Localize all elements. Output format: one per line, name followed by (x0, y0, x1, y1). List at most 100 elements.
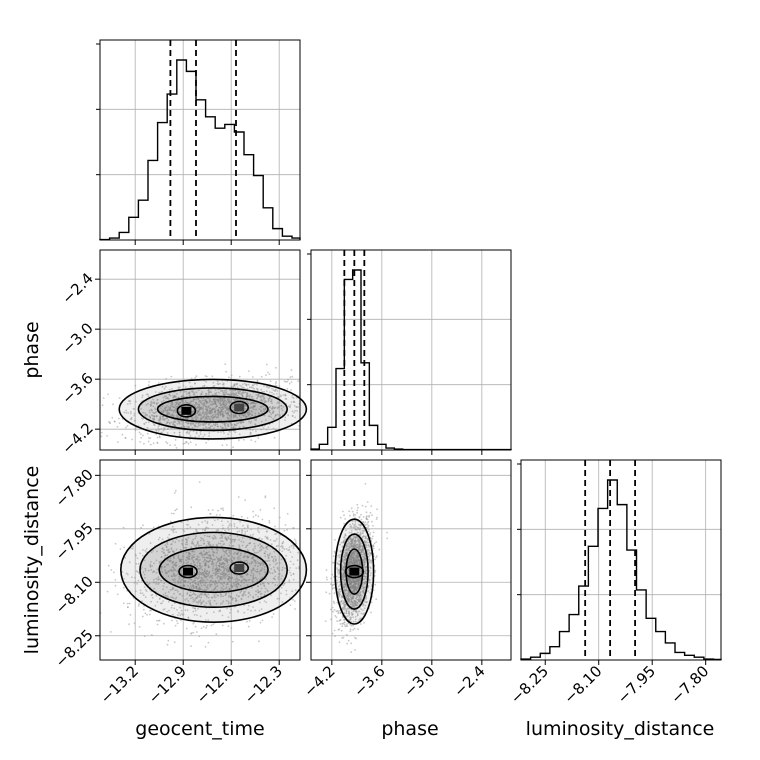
scatter-point (336, 620, 339, 623)
scatter-point (114, 579, 117, 581)
scatter-point (119, 548, 122, 550)
scatter-point (174, 444, 176, 446)
scatter-point (173, 641, 176, 644)
scatter-point (368, 514, 371, 517)
scatter-point (274, 382, 277, 385)
scatter-point (238, 439, 240, 442)
scatter-point (152, 526, 155, 529)
scatter-point (375, 598, 378, 601)
scatter-point (141, 615, 144, 618)
scatter-point (134, 384, 137, 387)
scatter-point (372, 531, 375, 534)
scatter-point (332, 555, 335, 557)
scatter-point (338, 641, 341, 644)
axes-hist-luminosity_distance (520, 459, 722, 661)
scatter-point (170, 512, 173, 515)
scatter-point (238, 375, 241, 378)
scatter-point (274, 525, 276, 528)
scatter-point (250, 439, 253, 441)
scatter-point (376, 516, 378, 519)
scatter-point (134, 427, 137, 430)
scatter-point (265, 363, 268, 366)
scatter-point (351, 510, 354, 513)
scatter-point (147, 440, 150, 443)
scatter-point (211, 425, 214, 427)
scatter-point (100, 435, 103, 438)
scatter-point (232, 514, 235, 517)
scatter-point (369, 533, 371, 536)
scatter-point (171, 619, 173, 622)
scatter-point (367, 530, 370, 533)
scatter-point (206, 624, 208, 627)
scatter-point (214, 406, 217, 409)
scatter-point (174, 489, 177, 492)
scatter-point (334, 539, 336, 541)
scatter-point (122, 586, 125, 589)
scatter-point (252, 510, 255, 513)
scatter-point (162, 396, 165, 399)
scatter-point (130, 411, 132, 413)
scatter-point (113, 420, 116, 423)
scatter-point (285, 380, 287, 383)
scatter-point (219, 514, 221, 516)
scatter-point (356, 509, 359, 512)
scatter-point (333, 609, 336, 611)
scatter-point (140, 526, 143, 529)
scatter-point (122, 602, 125, 605)
scatter-point (146, 432, 149, 435)
scatter-point (207, 641, 210, 644)
scatter-point (138, 431, 141, 434)
scatter-point (341, 625, 344, 628)
scatter-point (232, 446, 235, 449)
scatter-point (375, 518, 378, 520)
scatter-point (162, 399, 165, 402)
scatter-point (237, 422, 240, 424)
scatter-point (349, 630, 352, 633)
scatter-point (175, 620, 178, 622)
scatter-point (179, 407, 182, 410)
scatter-point (207, 509, 210, 511)
scatter-point (162, 622, 165, 625)
scatter-point (215, 633, 218, 636)
scatter-point (221, 624, 224, 627)
scatter-point (332, 610, 334, 613)
scatter-point (145, 421, 147, 424)
scatter-point (386, 537, 389, 540)
scatter-point (221, 444, 224, 447)
scatter-point (364, 482, 367, 485)
scatter-point (108, 420, 110, 423)
scatter-point (142, 608, 145, 611)
scatter-point (123, 546, 126, 549)
scatter-point (293, 600, 296, 602)
scatter-point (364, 521, 367, 523)
scatter-point (184, 402, 186, 404)
scatter-point (137, 604, 140, 607)
scatter-point (161, 405, 164, 408)
scatter-point (211, 375, 214, 378)
scatter-point (222, 509, 225, 511)
scatter-point (232, 386, 235, 389)
scatter-point (369, 532, 372, 534)
scatter-point (287, 378, 289, 381)
scatter-point (339, 516, 342, 519)
scatter-point (241, 383, 244, 386)
scatter-point (243, 382, 246, 384)
scatter-point (368, 528, 370, 531)
scatter-point (166, 442, 169, 445)
axes-hist-geocent_time (99, 39, 301, 241)
scatter-point (129, 614, 132, 616)
scatter-point (283, 380, 286, 383)
scatter-point (254, 440, 257, 443)
scatter-point (227, 625, 230, 628)
scatter-point (332, 584, 335, 586)
scatter-point (349, 628, 352, 631)
scatter-point (246, 517, 249, 519)
scatter-point (337, 612, 340, 615)
scatter-point (185, 441, 188, 444)
scatter-point (294, 608, 296, 610)
scatter-point (372, 525, 374, 527)
scatter-point (257, 515, 260, 518)
scatter-point (121, 433, 124, 436)
scatter-point (257, 437, 260, 439)
scatter-point (330, 583, 332, 586)
